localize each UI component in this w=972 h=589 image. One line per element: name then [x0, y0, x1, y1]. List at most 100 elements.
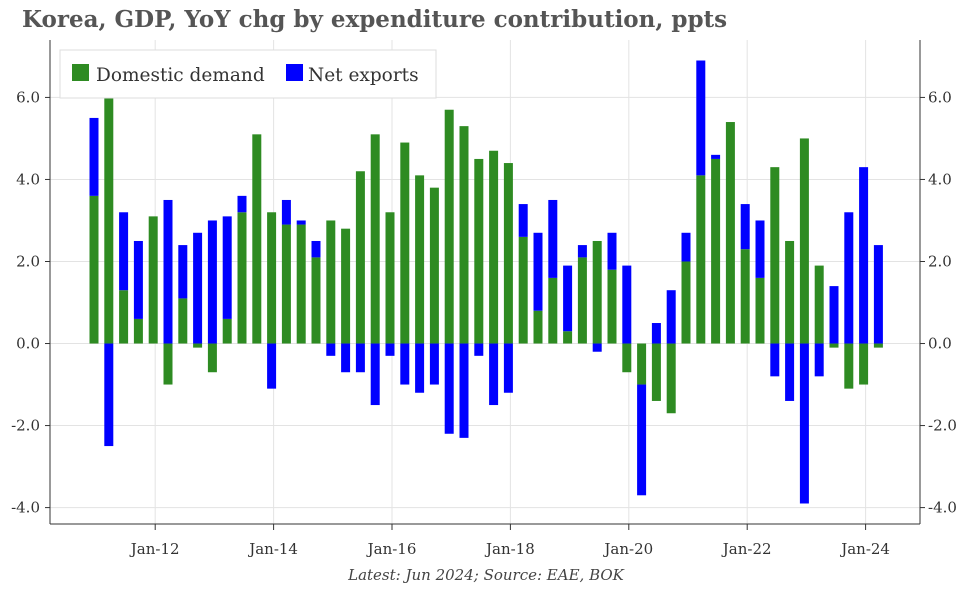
bar-net-exports: [104, 343, 114, 447]
bar-domestic-demand: [281, 224, 291, 344]
bar-domestic-demand: [163, 343, 173, 385]
legend-label-net-exports: Net exports: [308, 65, 419, 86]
bar-net-exports: [518, 204, 528, 237]
chart-footer: Latest: Jun 2024; Source: EAE, BOK: [348, 566, 624, 584]
x-tick-label: Jan-12: [129, 540, 180, 558]
bar-net-exports: [459, 343, 469, 438]
bar-net-exports: [651, 323, 661, 344]
bar-net-exports: [859, 167, 869, 344]
bar-domestic-demand: [681, 261, 691, 344]
bar-net-exports: [844, 212, 854, 344]
bar-domestic-demand: [814, 265, 824, 344]
y-tick-label-left: -2.0: [11, 417, 40, 435]
bar-net-exports: [400, 343, 410, 385]
bar-net-exports: [163, 199, 173, 344]
x-tick-label: Jan-20: [602, 540, 653, 558]
bar-domestic-demand: [829, 343, 839, 348]
bar-domestic-demand: [133, 318, 143, 344]
bar-domestic-demand: [785, 240, 795, 344]
bar-net-exports: [281, 199, 291, 225]
y-tick-label-left: 0.0: [16, 335, 40, 353]
legend: Domestic demand Net exports: [59, 49, 437, 99]
bar-net-exports: [267, 343, 277, 389]
bar-net-exports: [444, 343, 454, 434]
bar-net-exports: [207, 220, 217, 344]
bar-domestic-demand: [873, 343, 883, 348]
bar-domestic-demand: [577, 257, 587, 344]
bar-net-exports: [814, 343, 824, 377]
bar-domestic-demand: [237, 212, 247, 344]
bar-domestic-demand: [755, 277, 765, 344]
bar-net-exports: [622, 265, 632, 344]
bar-domestic-demand: [341, 228, 351, 344]
bar-net-exports: [666, 290, 676, 344]
bar-net-exports: [326, 343, 336, 356]
bar-domestic-demand: [770, 167, 780, 344]
bar-domestic-demand: [311, 257, 321, 344]
bar-net-exports: [89, 117, 99, 196]
bar-net-exports: [119, 212, 129, 291]
x-tick-label: Jan-18: [484, 540, 535, 558]
y-tick-label-left: 2.0: [16, 252, 40, 270]
bar-domestic-demand: [607, 269, 617, 344]
bar-net-exports: [577, 245, 587, 258]
y-tick-label-right: 2.0: [928, 252, 952, 270]
bar-net-exports: [799, 343, 809, 504]
bar-net-exports: [785, 343, 795, 401]
bar-net-exports: [681, 232, 691, 262]
bar-domestic-demand: [296, 224, 306, 344]
bar-domestic-demand: [799, 138, 809, 344]
bar-net-exports: [607, 232, 617, 270]
bar-net-exports: [696, 60, 706, 176]
bar-domestic-demand: [222, 318, 232, 344]
y-tick-label-right: 6.0: [928, 88, 952, 106]
bar-net-exports: [770, 343, 780, 377]
y-tick-label-left: -4.0: [11, 499, 40, 517]
axes: -4.0 -4.0 -2.0 -2.0 0.0 0.0 2.0 2.0 4.0 4.0 6.0 6.0…: [11, 40, 957, 558]
bar-domestic-demand: [429, 187, 439, 344]
bars: [89, 60, 883, 504]
bar-domestic-demand: [844, 343, 854, 389]
bar-domestic-demand: [592, 240, 602, 344]
bar-domestic-demand: [740, 249, 750, 344]
x-tick-label: Jan-16: [366, 540, 417, 558]
bar-domestic-demand: [459, 126, 469, 344]
bar-net-exports: [637, 384, 647, 496]
bar-net-exports: [429, 343, 439, 385]
bar-domestic-demand: [637, 343, 647, 385]
bar-net-exports: [474, 343, 484, 356]
bar-net-exports: [873, 245, 883, 344]
y-tick-label-right: -4.0: [928, 499, 957, 517]
bar-net-exports: [415, 343, 425, 393]
bar-domestic-demand: [859, 343, 869, 385]
bar-net-exports: [370, 343, 380, 406]
legend-label-domestic-demand: Domestic demand: [96, 65, 265, 86]
bar-domestic-demand: [207, 343, 217, 373]
bar-domestic-demand: [267, 212, 277, 344]
bar-domestic-demand: [666, 343, 676, 414]
bar-net-exports: [355, 343, 365, 373]
bar-net-exports: [178, 245, 188, 299]
bar-domestic-demand: [252, 134, 262, 344]
bar-domestic-demand: [193, 343, 203, 348]
bar-net-exports: [755, 220, 765, 278]
bar-domestic-demand: [518, 236, 528, 344]
bar-domestic-demand: [400, 142, 410, 344]
bar-domestic-demand: [533, 310, 543, 344]
bar-domestic-demand: [474, 158, 484, 344]
bar-domestic-demand: [326, 220, 336, 344]
legend-swatch-domestic-demand: [72, 64, 89, 81]
legend-box: [59, 49, 437, 99]
x-tick-label: Jan-14: [247, 540, 298, 558]
bar-net-exports: [341, 343, 351, 373]
bar-net-exports: [489, 343, 499, 406]
legend-swatch-net-exports: [286, 64, 303, 81]
bar-net-exports: [563, 265, 573, 332]
x-tick-label: Jan-22: [721, 540, 772, 558]
bar-net-exports: [533, 232, 543, 311]
y-tick-label-left: 4.0: [16, 170, 40, 188]
y-tick-label-left: 6.0: [16, 88, 40, 106]
chart-title: Korea, GDP, YoY chg by expenditure contr…: [22, 6, 728, 33]
bar-domestic-demand: [444, 109, 454, 344]
